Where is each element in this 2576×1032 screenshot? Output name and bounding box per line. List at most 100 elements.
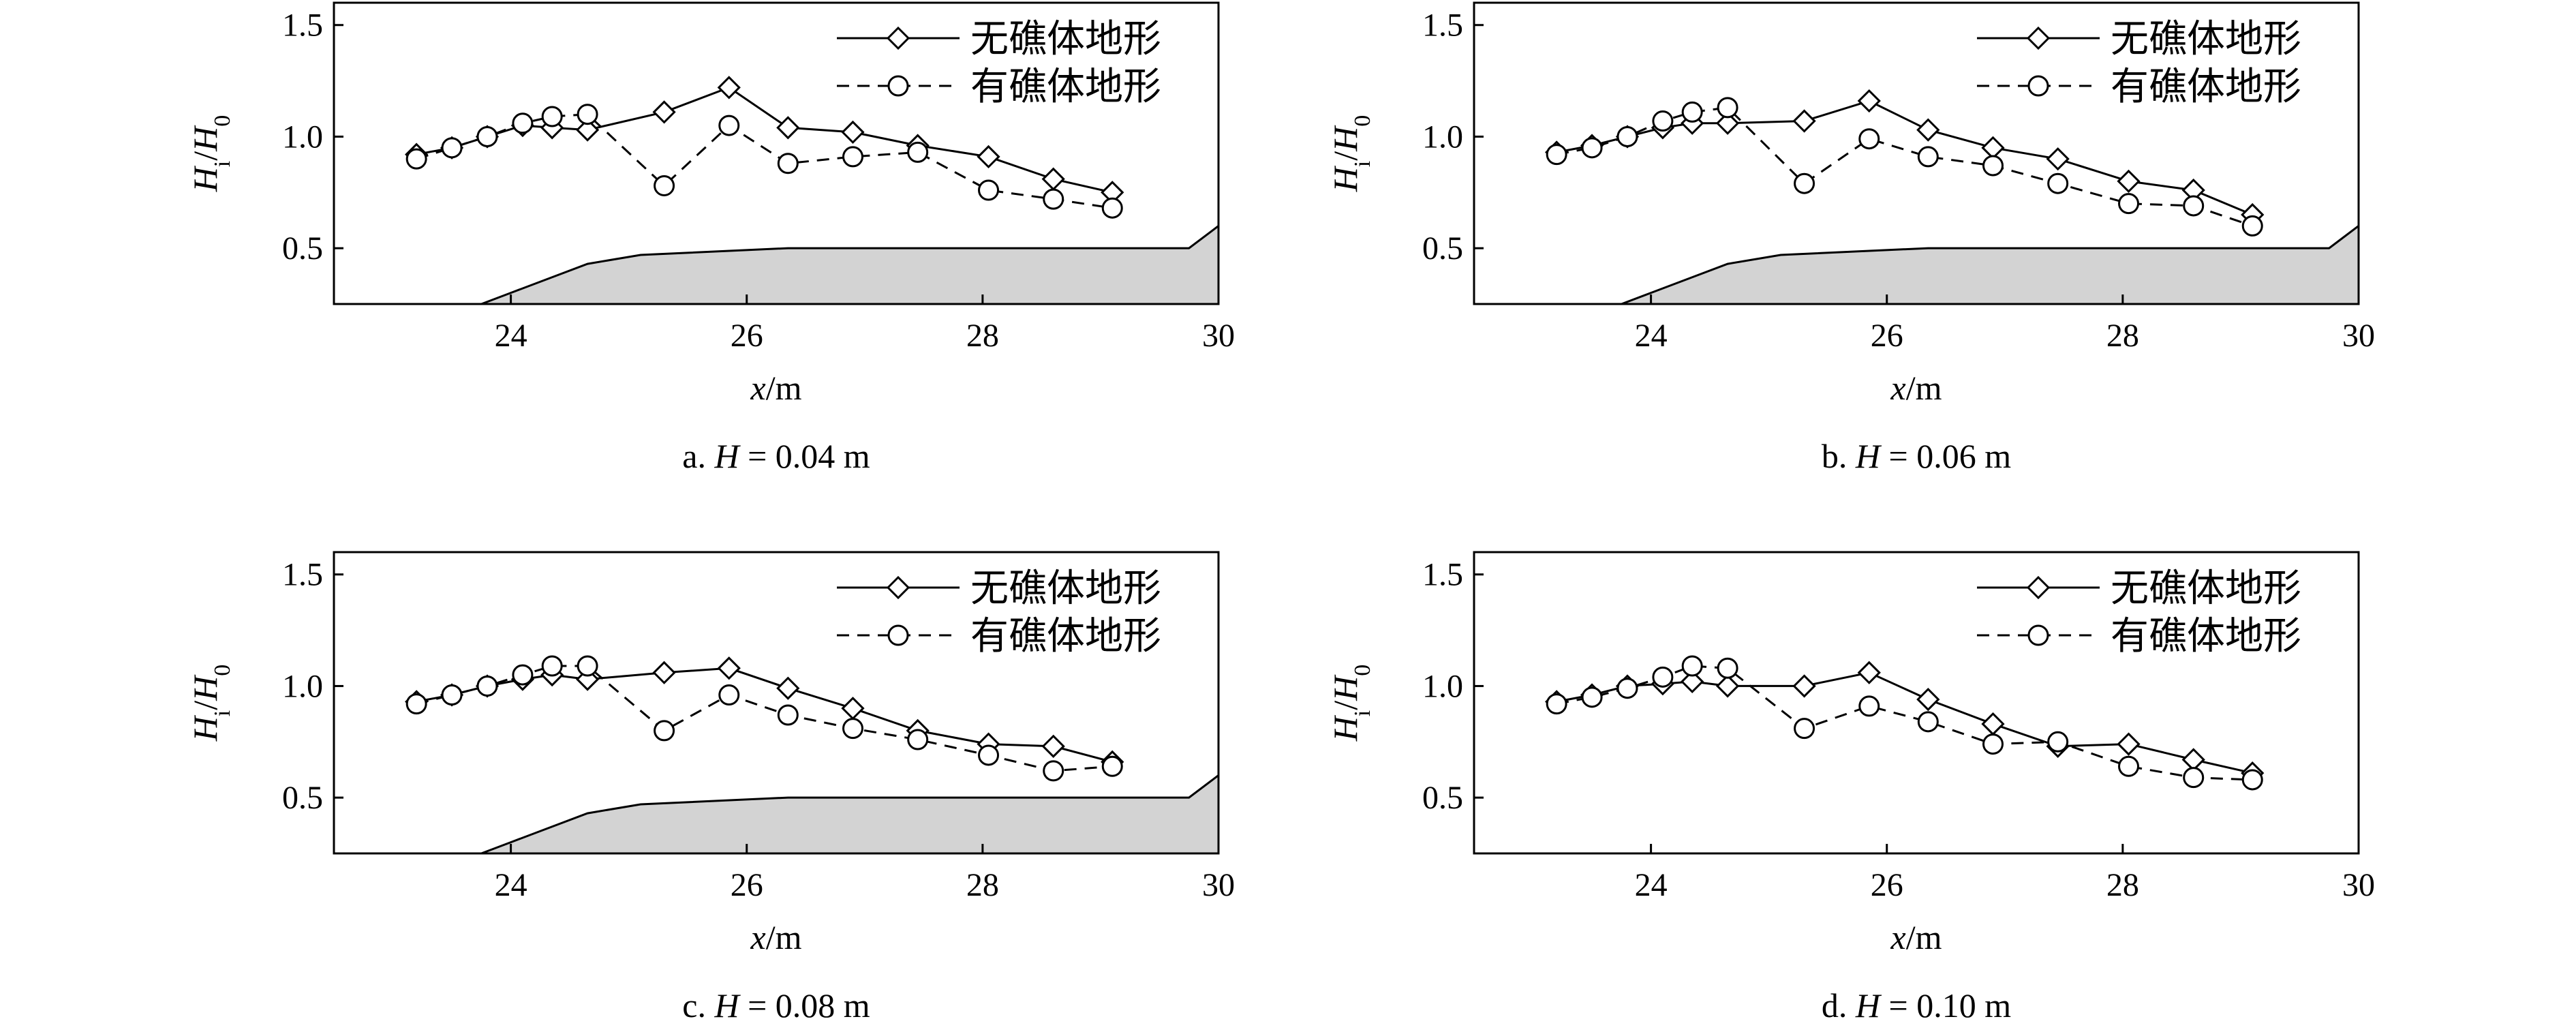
panel-caption: d. H = 0.10 m: [1822, 986, 2011, 1025]
y-tick-label: 1.5: [1422, 7, 1463, 44]
y-axis-label-part: 0: [210, 665, 235, 676]
circle-marker: [978, 744, 1000, 766]
x-tick-label: 26: [731, 867, 763, 903]
legend-label: 有礁体地形: [970, 65, 1161, 109]
y-tick-label: 0.5: [1422, 230, 1463, 267]
circle-marker: [1982, 155, 2004, 177]
circle-marker: [512, 112, 534, 134]
diamond-marker: [717, 656, 741, 680]
y-axis-label-part: i: [210, 161, 235, 167]
circle-marker: [907, 141, 929, 163]
circle-marker: [1101, 197, 1123, 219]
y-tick-label: 0.5: [282, 780, 323, 816]
x-tick-label: 28: [2106, 318, 2139, 354]
legend-label: 有礁体地形: [2111, 614, 2301, 658]
x-axis-label: x/m: [1890, 369, 1942, 407]
y-axis-label-part: /: [1326, 701, 1364, 710]
legend-label: 有礁体地形: [970, 614, 1161, 658]
y-tick-label: 0.5: [282, 230, 323, 267]
x-tick-label: 28: [2106, 867, 2139, 903]
y-tick-label: 1.0: [1422, 119, 1463, 155]
plot-frame: [333, 1, 1220, 305]
circle-marker: [1858, 695, 1880, 717]
x-axis-unit: /m: [1906, 369, 1942, 407]
legend-label: 无礁体地形: [970, 566, 1161, 611]
circle-marker: [2241, 769, 2263, 791]
diamond-marker: [1792, 674, 1816, 698]
circle-marker: [1681, 655, 1703, 677]
series-line-with-reef: [1556, 106, 2253, 227]
legend-circle-marker: [2027, 75, 2049, 97]
x-axis-symbol: x: [1890, 369, 1906, 407]
x-axis-symbol: x: [1890, 918, 1906, 956]
chart-panel-4: 0.51.01.524 26 28 30x/mHi/H0d. H = 0.10 m无礁…: [1326, 551, 2375, 1025]
legend-diamond-marker: [2026, 575, 2051, 600]
x-axis-symbol: x: [750, 918, 766, 956]
diamond-marker: [977, 145, 1000, 169]
diamond-marker: [1981, 136, 2005, 160]
y-axis-label-part: H: [1326, 714, 1364, 742]
x-tick-label: 26: [1871, 318, 1903, 354]
diamond-marker: [1857, 661, 1881, 684]
y-axis-label: Hi/H0: [1326, 115, 1375, 193]
circle-marker: [1581, 137, 1603, 159]
series-line-with-reef: [416, 665, 1113, 772]
y-axis-label-part: /: [186, 151, 224, 161]
y-tick-label: 1.0: [1422, 668, 1463, 704]
circle-marker: [1652, 110, 1674, 132]
diamond-marker: [841, 697, 865, 720]
panel-caption-part: H: [714, 437, 741, 475]
y-axis-label-part: i: [210, 710, 235, 716]
circle-marker: [1982, 733, 2004, 755]
bathymetry-profile: [334, 224, 1218, 304]
series-line-with-reef: [416, 113, 1113, 209]
y-tick-label: 0.5: [1422, 780, 1463, 816]
legend-circle-marker: [2027, 624, 2049, 646]
diamond-marker: [1916, 687, 1940, 712]
diamond-marker: [1857, 89, 1881, 113]
panel-caption-part: = 0.10 m: [1880, 986, 2011, 1025]
diamond-marker: [1916, 118, 1940, 142]
circle-marker: [2047, 172, 2069, 194]
y-axis-label: Hi/H0: [186, 115, 235, 193]
panel-caption-part: H: [1855, 437, 1882, 475]
legend-circle-marker: [887, 75, 909, 97]
circle-marker: [1917, 146, 1939, 168]
circle-marker: [1043, 188, 1064, 210]
y-axis-label-part: i: [1350, 710, 1375, 716]
y-axis-label-part: H: [186, 714, 224, 742]
panel-caption-part: c.: [682, 986, 714, 1025]
circle-marker: [978, 179, 1000, 201]
panel-caption: b. H = 0.06 m: [1822, 437, 2011, 475]
circle-marker: [718, 684, 740, 706]
circle-marker: [2047, 731, 2069, 753]
x-axis-unit: /m: [766, 369, 802, 407]
y-axis-label-part: 0: [1350, 665, 1375, 676]
x-tick-label: 24: [1635, 318, 1668, 354]
diamond-marker: [2117, 732, 2141, 756]
x-axis-label: x/m: [750, 369, 802, 407]
circle-marker: [541, 106, 563, 127]
plot-frame: [1473, 1, 2360, 305]
x-tick-label: 24: [1635, 867, 1668, 903]
diamond-marker: [2117, 169, 2141, 194]
circle-marker: [1858, 128, 1880, 150]
y-tick-label: 1.5: [282, 7, 323, 44]
circle-marker: [654, 720, 675, 742]
x-tick-label: 24: [495, 867, 527, 903]
bathymetry-profile: [1474, 224, 2359, 304]
circle-marker: [441, 137, 463, 159]
circle-marker: [1652, 666, 1674, 688]
legend-diamond-marker: [886, 26, 910, 50]
circle-marker: [405, 148, 427, 170]
circle-marker: [1717, 657, 1738, 679]
diamond-marker: [1715, 674, 1740, 698]
circle-marker: [1546, 144, 1567, 166]
circle-marker: [577, 655, 598, 677]
y-axis-label-part: 0: [1350, 115, 1375, 127]
x-tick-label: 24: [495, 318, 527, 354]
diamond-marker: [1041, 734, 1065, 758]
circle-marker: [777, 153, 799, 174]
circle-marker: [842, 146, 863, 168]
circle-marker: [476, 125, 498, 147]
